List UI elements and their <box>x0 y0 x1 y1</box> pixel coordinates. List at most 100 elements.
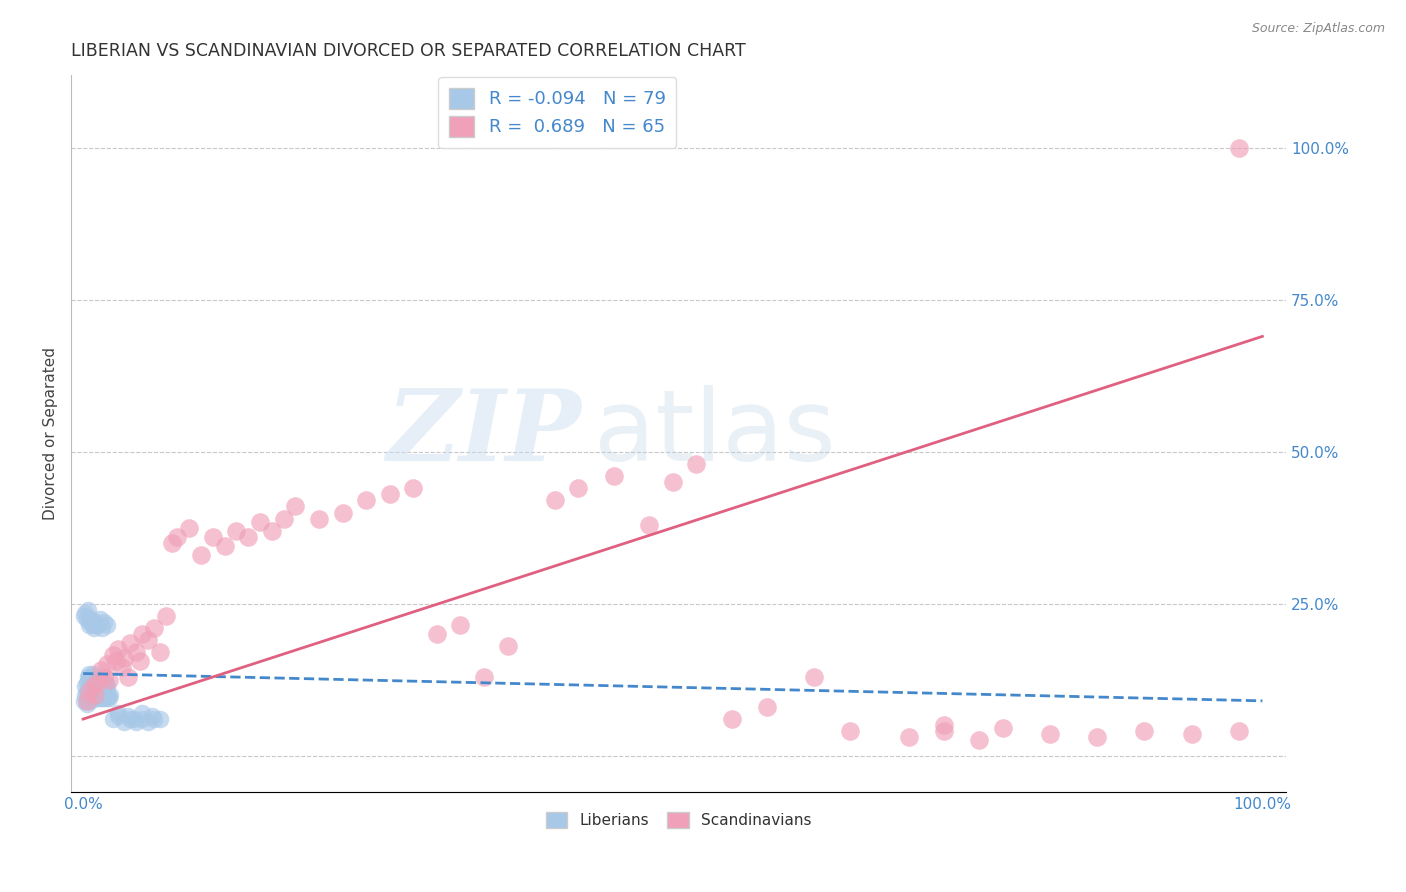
Point <box>98 673 121 687</box>
Point <box>544 493 567 508</box>
Point <box>76 612 98 626</box>
Point <box>1085 731 1108 745</box>
Point <box>120 636 142 650</box>
Point <box>96 618 118 632</box>
Point <box>76 690 98 705</box>
Point <box>125 645 148 659</box>
Point <box>89 612 111 626</box>
Point <box>87 688 110 702</box>
Point <box>160 536 183 550</box>
Point <box>90 675 112 690</box>
Point <box>107 706 129 720</box>
Point <box>402 481 425 495</box>
Point <box>661 475 683 490</box>
Point <box>76 697 98 711</box>
Point <box>332 506 354 520</box>
Point <box>83 621 105 635</box>
Text: LIBERIAN VS SCANDINAVIAN DIVORCED OR SEPARATED CORRELATION CHART: LIBERIAN VS SCANDINAVIAN DIVORCED OR SEP… <box>72 42 747 60</box>
Point <box>83 681 105 696</box>
Point <box>94 688 117 702</box>
Point <box>75 606 97 620</box>
Point <box>284 500 307 514</box>
Point <box>1227 141 1250 155</box>
Point <box>75 679 97 693</box>
Point <box>79 615 101 629</box>
Point <box>76 681 98 696</box>
Point <box>84 688 107 702</box>
Point <box>122 712 145 726</box>
Text: ZIP: ZIP <box>387 385 582 482</box>
Point <box>260 524 283 538</box>
Point <box>101 648 124 663</box>
Point <box>93 690 115 705</box>
Point <box>77 673 100 687</box>
Point <box>76 684 98 698</box>
Point <box>76 669 98 683</box>
Point <box>91 688 114 702</box>
Point <box>117 669 139 683</box>
Point <box>838 724 860 739</box>
Point <box>201 530 224 544</box>
Point <box>141 709 163 723</box>
Point <box>77 688 100 702</box>
Point <box>98 690 121 705</box>
Point <box>426 627 449 641</box>
Point <box>969 733 991 747</box>
Point <box>96 690 118 705</box>
Point <box>991 721 1014 735</box>
Point <box>472 669 495 683</box>
Point <box>96 657 118 672</box>
Point <box>83 669 105 683</box>
Point <box>166 530 188 544</box>
Point <box>89 679 111 693</box>
Point <box>98 688 121 702</box>
Point <box>249 515 271 529</box>
Point <box>450 618 472 632</box>
Point <box>77 666 100 681</box>
Point <box>225 524 247 538</box>
Point <box>1039 727 1062 741</box>
Point <box>77 618 100 632</box>
Point <box>83 684 105 698</box>
Point <box>117 709 139 723</box>
Point <box>86 675 108 690</box>
Point <box>97 688 120 702</box>
Point <box>82 679 104 693</box>
Point <box>112 715 135 730</box>
Point <box>142 621 165 635</box>
Point <box>496 639 519 653</box>
Point <box>79 694 101 708</box>
Point <box>149 712 172 726</box>
Point <box>80 681 103 696</box>
Point <box>82 679 104 693</box>
Point <box>273 511 295 525</box>
Point <box>91 679 114 693</box>
Point <box>111 660 134 674</box>
Text: atlas: atlas <box>593 385 835 482</box>
Point <box>1227 724 1250 739</box>
Point <box>932 724 955 739</box>
Point <box>83 615 105 629</box>
Point <box>79 675 101 690</box>
Legend: Liberians, Scandinavians: Liberians, Scandinavians <box>540 806 817 835</box>
Text: Source: ZipAtlas.com: Source: ZipAtlas.com <box>1251 22 1385 36</box>
Point <box>638 517 661 532</box>
Point <box>86 690 108 705</box>
Point <box>131 712 153 726</box>
Point <box>80 690 103 705</box>
Point <box>101 712 124 726</box>
Point <box>136 715 159 730</box>
Point <box>685 457 707 471</box>
Point <box>1181 727 1204 741</box>
Point <box>73 608 96 623</box>
Point <box>756 700 779 714</box>
Point <box>91 675 114 690</box>
Point <box>93 669 115 683</box>
Point <box>136 633 159 648</box>
Point <box>94 675 117 690</box>
Point <box>96 679 118 693</box>
Point <box>73 694 96 708</box>
Point <box>76 694 98 708</box>
Point <box>179 521 201 535</box>
Point <box>720 712 742 726</box>
